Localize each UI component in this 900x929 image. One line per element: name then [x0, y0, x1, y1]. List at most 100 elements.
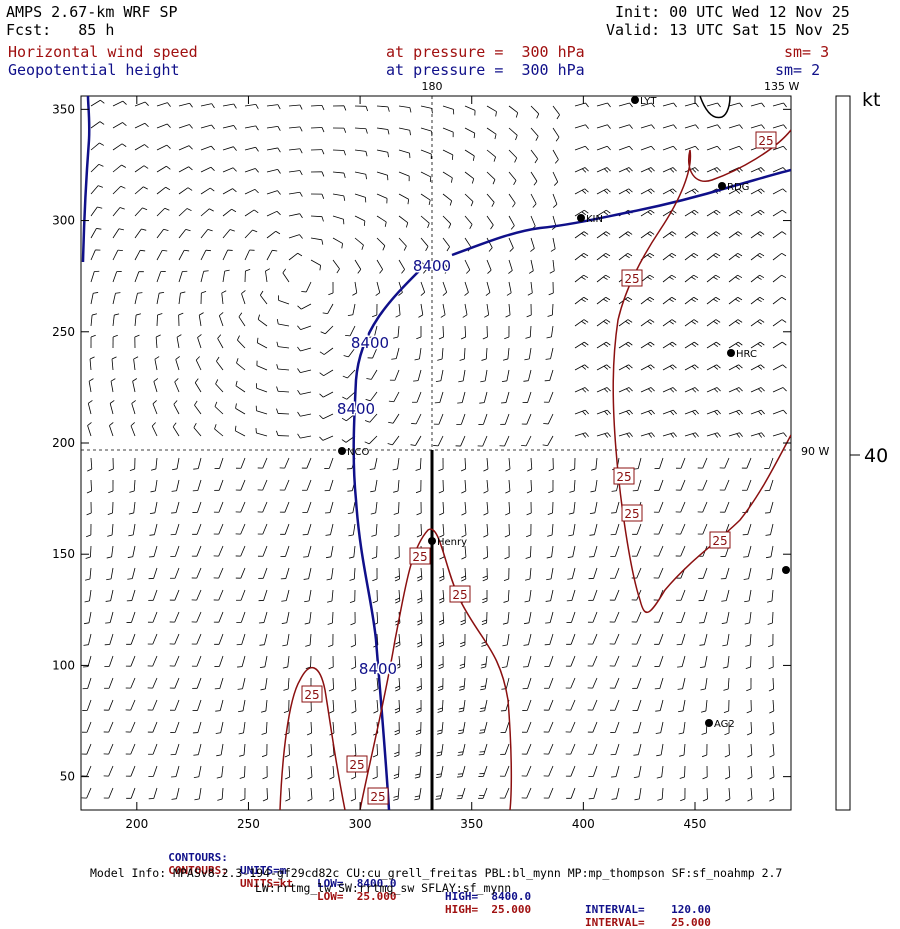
- wind-barb: [769, 788, 774, 801]
- barb-flag: [465, 292, 469, 295]
- wind-barb: [176, 356, 180, 370]
- barb-flag: [199, 313, 203, 315]
- wind-barb: [201, 209, 214, 216]
- wind-barb: [522, 744, 531, 754]
- barb-flag: [716, 320, 720, 323]
- wind-barb: [548, 480, 553, 493]
- barb-flag-2: [582, 190, 586, 193]
- barb-staff: [530, 546, 531, 557]
- barb-flag: [283, 689, 288, 690]
- barb-staff: [641, 146, 651, 150]
- wind-barb: [289, 127, 302, 131]
- barb-flag: [672, 253, 676, 256]
- barb-flag: [699, 645, 704, 646]
- barb-flag: [322, 150, 324, 155]
- barb-flag: [85, 579, 90, 580]
- barb-flag: [344, 173, 345, 178]
- wind-barb: [239, 313, 245, 326]
- barb-staff: [154, 568, 157, 578]
- barb-flag: [415, 777, 420, 778]
- barb-flag: [261, 689, 266, 690]
- barb-staff: [278, 413, 289, 414]
- barb-staff: [245, 147, 256, 150]
- barb-staff: [132, 590, 135, 601]
- wind-barb: [366, 370, 377, 379]
- wind-barb: [411, 436, 421, 446]
- barb-staff: [773, 253, 782, 260]
- barb-staff: [222, 766, 223, 777]
- barb-staff: [133, 524, 135, 535]
- wind-barb: [305, 612, 311, 624]
- wind-barb: [388, 414, 399, 423]
- barb-staff: [615, 590, 619, 600]
- wind-barb: [91, 314, 97, 326]
- barb-flag: [240, 799, 245, 801]
- wind-barb: [285, 744, 290, 757]
- wind-barb: [302, 480, 311, 490]
- barb-staff: [553, 106, 560, 115]
- barb-staff: [707, 103, 718, 106]
- barb-flag: [437, 733, 442, 734]
- barb-flag: [483, 513, 487, 515]
- barb-flag: [479, 733, 484, 734]
- barb-staff: [201, 229, 208, 238]
- wind-barb: [633, 700, 641, 711]
- barb-staff: [773, 210, 782, 216]
- wind-barb: [421, 150, 431, 159]
- barb-staff: [443, 612, 444, 623]
- barb-flag-2: [647, 255, 651, 258]
- wind-barb: [298, 304, 311, 309]
- wind-barb: [217, 766, 223, 778]
- barb-flag: [607, 365, 611, 368]
- barb-flag: [417, 645, 422, 647]
- wind-barb: [415, 766, 421, 778]
- wind-barb: [355, 106, 368, 111]
- barb-staff: [465, 304, 467, 315]
- barb-flag: [769, 689, 774, 691]
- barb-staff: [333, 722, 334, 733]
- barb-flag-2: [692, 321, 696, 324]
- wind-barb: [303, 546, 311, 557]
- barb-staff: [726, 568, 729, 579]
- barb-staff: [574, 502, 575, 513]
- wind-barb: [743, 524, 751, 535]
- wind-barb: [677, 634, 685, 645]
- barb-staff: [748, 524, 751, 535]
- wind-barb: [597, 253, 610, 260]
- barb-staff: [771, 546, 773, 557]
- wind-barb: [443, 106, 454, 114]
- wind-barb: [707, 210, 720, 216]
- barb-flag-2: [395, 708, 400, 710]
- wind-barb: [611, 502, 619, 513]
- barb-staff: [395, 370, 399, 380]
- barb-flag: [739, 365, 743, 368]
- wind-barb: [355, 150, 367, 156]
- barb-staff: [773, 433, 783, 436]
- wind-barb: [707, 103, 721, 107]
- barb-flag: [767, 579, 772, 580]
- wind-barb: [282, 612, 289, 624]
- barb-flag: [285, 755, 290, 757]
- barb-flag: [650, 297, 654, 300]
- wind-barb: [91, 292, 98, 304]
- wind-barb: [151, 480, 157, 492]
- barb-staff: [278, 369, 289, 370]
- wind-barb: [685, 342, 698, 348]
- barb-flag: [278, 169, 281, 173]
- wind-barb: [352, 700, 356, 713]
- barb-flag-2: [692, 212, 696, 215]
- barb-staff: [772, 590, 773, 601]
- wind-barb: [751, 365, 764, 370]
- barb-flag: [282, 645, 287, 646]
- wind-barb: [91, 271, 99, 282]
- wind-barb: [87, 480, 92, 493]
- barb-flag: [760, 210, 764, 213]
- wind-barb: [569, 502, 575, 514]
- wind-barb: [685, 103, 699, 107]
- barb-flag: [322, 217, 323, 222]
- barb-flag: [87, 491, 92, 493]
- barb-flag: [305, 645, 310, 646]
- barb-staff: [236, 408, 245, 414]
- barb-staff: [509, 194, 515, 203]
- barb-flag: [145, 123, 149, 126]
